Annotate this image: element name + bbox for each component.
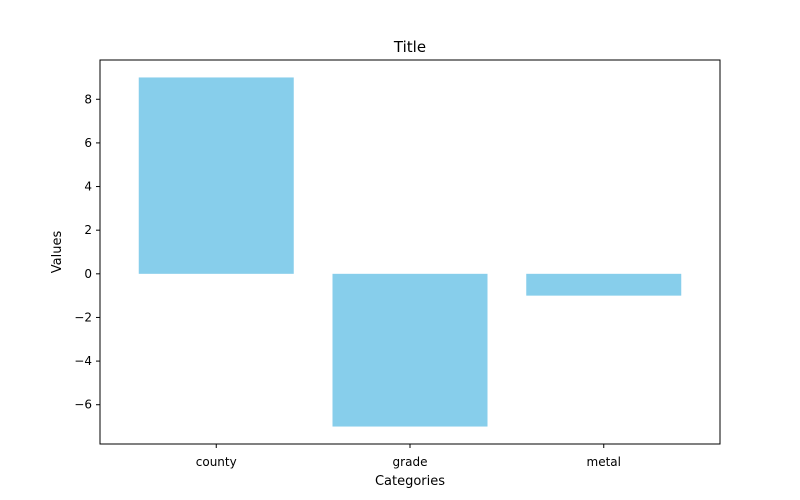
x-tick-label: grade [393, 455, 428, 469]
y-tick-label: −6 [74, 398, 92, 412]
x-axis-label: Categories [375, 474, 445, 489]
bar-metal [526, 273, 682, 296]
x-axis: county grade metal [196, 444, 621, 469]
y-tick-label: 4 [84, 180, 92, 194]
y-tick-label: 6 [84, 136, 92, 150]
y-tick-label: 0 [84, 267, 92, 281]
x-tick-label: metal [587, 455, 621, 469]
y-tick-label: 2 [84, 223, 92, 237]
y-axis-label: Values [50, 231, 65, 274]
bar-grade [332, 273, 488, 427]
x-tick-label: county [196, 455, 237, 469]
bars-group [138, 77, 682, 427]
y-tick-label: −4 [74, 354, 92, 368]
bar-county [138, 77, 294, 274]
plot-area-frame [99, 59, 721, 445]
chart-title: Title [393, 38, 426, 56]
y-axis: −6 −4 −2 0 2 4 6 8 [74, 92, 100, 412]
y-tick-label: 8 [84, 92, 92, 106]
y-tick-label: −2 [74, 310, 92, 324]
